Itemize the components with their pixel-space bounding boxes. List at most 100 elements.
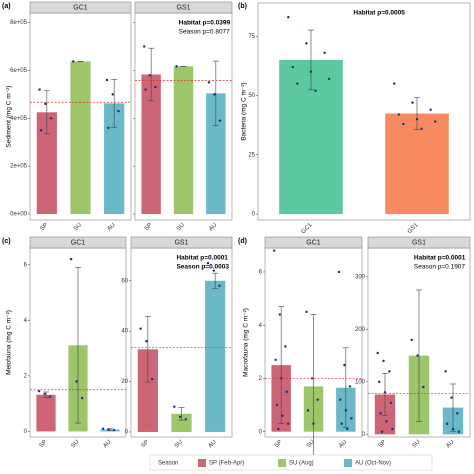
bar [385, 113, 449, 215]
data-point [107, 428, 110, 431]
data-point [175, 65, 178, 68]
legend-swatch [198, 459, 206, 467]
annotation: Habitat p=0.0001 [176, 255, 228, 262]
y-tick-label: 6 [24, 262, 28, 268]
x-tick-label: SP [274, 439, 284, 449]
x-tick-label: AU [338, 439, 348, 449]
data-point [397, 113, 401, 116]
data-point [38, 88, 41, 91]
bar [36, 112, 57, 215]
data-point [382, 359, 385, 363]
data-point [274, 358, 277, 362]
data-point [72, 60, 75, 63]
data-point [339, 398, 342, 401]
data-point [284, 345, 287, 348]
strip-label: GS1 [176, 5, 190, 12]
x-tick-label: AU [208, 222, 218, 232]
panel-label: (b) [238, 3, 247, 10]
bar [205, 280, 226, 432]
data-point [139, 327, 142, 330]
data-point [145, 340, 148, 343]
strip [367, 236, 471, 249]
data-point [75, 380, 78, 383]
y-tick-label: 0 [125, 430, 129, 436]
strip-label: GC1 [71, 240, 86, 247]
data-point [49, 117, 53, 120]
strip [130, 236, 233, 249]
data-point [312, 422, 315, 425]
data-point [112, 428, 116, 432]
data-point [383, 391, 387, 394]
data-point [105, 78, 109, 82]
data-point [350, 417, 353, 420]
error-bar [278, 306, 285, 424]
bar [171, 413, 192, 432]
strip-label: GS1 [412, 240, 426, 247]
error-bar [75, 267, 81, 424]
data-point [111, 93, 114, 96]
data-point [273, 249, 276, 252]
data-point [206, 261, 210, 265]
strip [134, 1, 233, 14]
panel-label: (c) [2, 238, 11, 245]
bar [173, 66, 194, 215]
x-tick-label: SU [411, 439, 421, 449]
data-point [456, 412, 459, 415]
error-bar [43, 90, 50, 135]
data-point [316, 398, 319, 401]
data-point [327, 77, 331, 81]
data-point [450, 396, 453, 399]
data-point [80, 396, 84, 400]
y-tick-label: 4 [24, 318, 28, 324]
annotation: Season p=0.1907 [414, 264, 466, 271]
error-bar [144, 316, 151, 383]
y-tick-label: 4 [259, 323, 263, 329]
data-point [101, 427, 105, 430]
error-bar [178, 407, 185, 421]
data-point [314, 89, 317, 92]
annotation: Season p=0.0003 [176, 264, 229, 271]
x-tick-label: SP [140, 439, 150, 449]
annotation: Habitat p=0.0001 [414, 255, 466, 262]
y-axis-label: Meiofauna (mg C m⁻²) [6, 310, 13, 375]
y-tick-label: 100 [355, 379, 366, 385]
data-point [445, 422, 449, 426]
x-tick-label: GC1 [301, 222, 314, 235]
x-tick-label: AU [208, 439, 218, 449]
error-bar [111, 79, 118, 128]
data-point [207, 81, 211, 84]
legend-label: SU (Aug) [289, 461, 314, 467]
y-axis-label: Sediment (mg C m⁻²) [6, 86, 13, 148]
data-point [305, 310, 308, 314]
data-point [37, 389, 41, 393]
data-point [323, 51, 326, 55]
data-point [376, 351, 379, 355]
data-point [422, 385, 425, 389]
y-tick-label: 8e+05 [10, 20, 28, 26]
y-tick-label: 40 [121, 329, 128, 335]
error-bar [416, 289, 422, 422]
data-point [39, 129, 43, 132]
data-point [457, 430, 461, 433]
x-tick-label: SP [39, 222, 49, 232]
legend-label: AU (Oct-Nov) [355, 461, 391, 467]
annotation: Season p=0.8077 [179, 29, 231, 36]
data-point [291, 65, 295, 69]
y-tick-label: 300 [355, 274, 366, 280]
legend-swatch [278, 459, 286, 467]
data-point [150, 377, 154, 381]
data-point [309, 70, 313, 73]
data-point [402, 122, 405, 126]
x-tick-label: AU [445, 439, 455, 449]
data-point [379, 412, 382, 415]
error-bar [414, 97, 420, 130]
data-point [277, 427, 280, 431]
data-point [416, 354, 419, 357]
annotation: Habitat p=0.0005 [353, 10, 405, 17]
y-tick-label: 0 [252, 212, 256, 218]
data-point [388, 370, 391, 373]
x-tick-label: SU [174, 439, 184, 449]
data-point [433, 120, 437, 123]
data-point [429, 108, 432, 111]
data-point [420, 127, 423, 130]
